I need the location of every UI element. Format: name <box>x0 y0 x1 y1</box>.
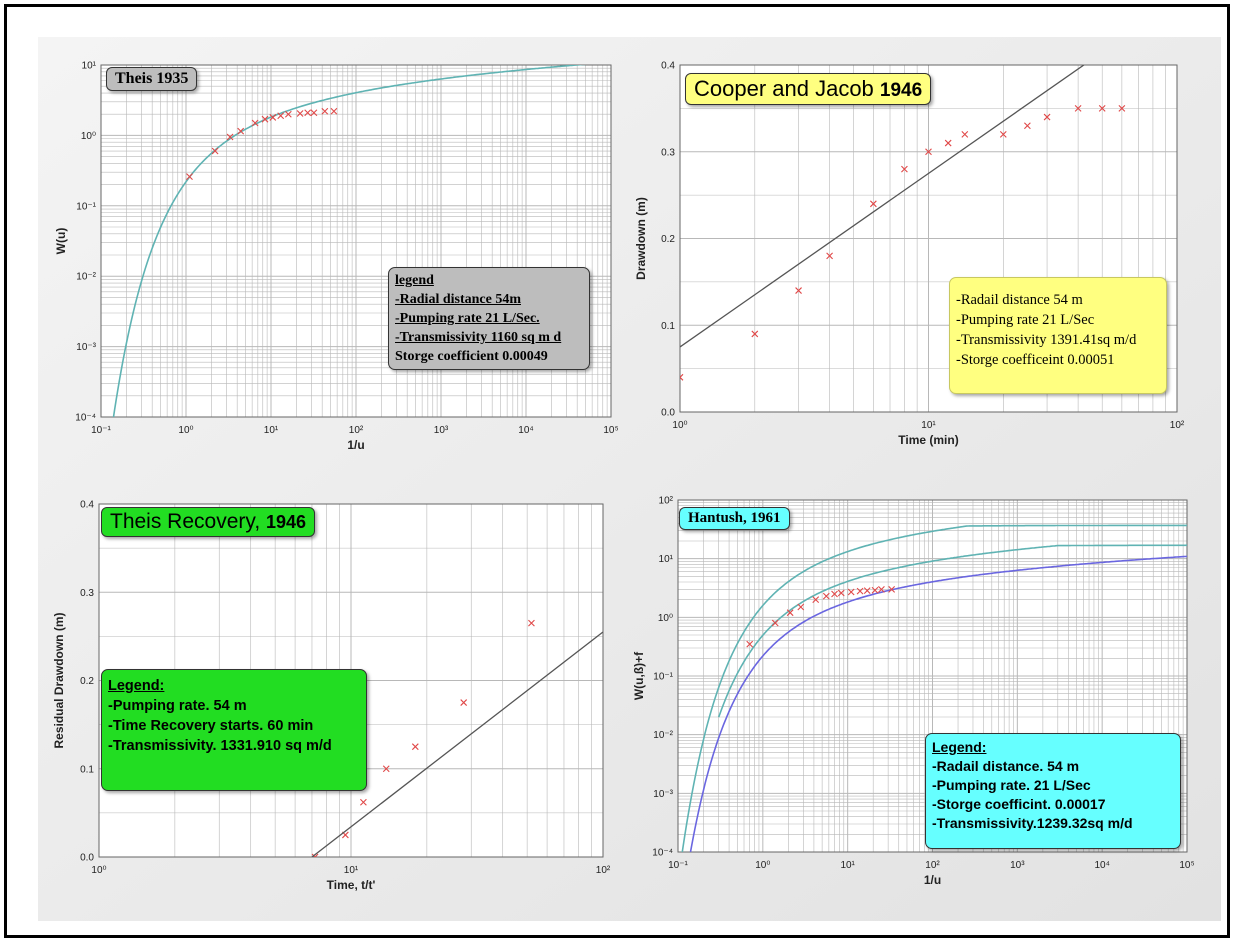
recovery-legend-heading: Legend: <box>108 676 360 696</box>
cooper-title: Cooper and Jacob 1946 <box>685 73 931 105</box>
hantush-legend-line-3: -Storge coefficint. 0.00017 <box>932 795 1174 814</box>
theis-x-axis-label: 1/u <box>347 438 364 452</box>
cooper-x-tick-label: 10¹ <box>921 420 936 431</box>
hantush-legend-line-2: -Pumping rate. 21 L/Sec <box>932 776 1174 795</box>
cooper-legend-line-1: -Radail distance 54 m <box>956 290 1160 310</box>
theis-legend-line-4: Storge coefficient 0.00049 <box>395 347 583 366</box>
hantush-x-tick-label: 10⁰ <box>755 860 770 871</box>
recovery-x-tick-label: 10⁰ <box>91 865 106 876</box>
hantush-legend-line-4: -Transmissivity.1239.32sq m/d <box>932 814 1174 833</box>
theis-legend-heading: legend <box>395 271 583 290</box>
recovery-x-tick-label: 10² <box>596 865 611 876</box>
cooper-legend-line-4: -Storge coefficeint 0.00051 <box>956 350 1160 370</box>
theis-y-tick-label: 10⁻⁴ <box>75 413 96 424</box>
hantush-y-tick-label: 10⁰ <box>658 613 673 624</box>
cooper-y-tick-label: 0.2 <box>661 234 675 245</box>
hantush-legend: Legend: -Radail distance. 54 m -Pumping … <box>925 733 1181 849</box>
recovery-y-tick-label: 0.1 <box>80 764 94 775</box>
recovery-x-tick-label: 10¹ <box>344 865 359 876</box>
cooper-x-tick-label: 10⁰ <box>672 420 687 431</box>
hantush-y-tick-label: 10⁻⁴ <box>652 848 673 859</box>
cooper-legend-line-2: -Pumping rate 21 L/Sec <box>956 310 1160 330</box>
recovery-title-year: 1946 <box>266 512 306 532</box>
theis-x-tick-label: 10³ <box>434 425 449 436</box>
cooper-title-year: 1946 <box>880 80 922 101</box>
cooper-title-text: Cooper and Jacob <box>694 76 874 101</box>
hantush-x-tick-label: 10⁴ <box>1094 860 1109 871</box>
hantush-y-tick-label: 10⁻² <box>653 730 673 741</box>
theis-y-axis-label: W(u) <box>54 228 68 255</box>
theis-title-text: Theis 1935 <box>115 70 188 87</box>
cooper-y-tick-label: 0.0 <box>661 408 675 419</box>
hantush-x-tick-label: 10⁵ <box>1179 860 1194 871</box>
recovery-y-tick-label: 0.3 <box>80 588 94 599</box>
recovery-legend: Legend: -Pumping rate. 54 m -Time Recove… <box>101 669 367 791</box>
recovery-legend-line-1: -Pumping rate. 54 m <box>108 696 360 716</box>
theis-y-tick-label: 10⁻² <box>76 272 96 283</box>
recovery-x-axis-label: Time, t/t' <box>327 878 376 892</box>
hantush-title-text: Hantush, 1961 <box>688 510 781 526</box>
theis-legend-line-1: -Radial distance 54m <box>395 290 583 309</box>
theis-legend-line-2: -Pumping rate 21 L/Sec. <box>395 309 583 328</box>
theis-x-tick-label: 10¹ <box>264 425 279 436</box>
theis-y-tick-label: 10⁻¹ <box>76 201 96 212</box>
recovery-legend-line-3: -Transmissivity. 1331.910 sq m/d <box>108 736 360 756</box>
theis-x-tick-label: 10⁴ <box>518 425 533 436</box>
hantush-y-tick-label: 10⁻³ <box>653 789 673 800</box>
recovery-y-tick-label: 0.0 <box>80 853 94 864</box>
theis-legend: legend -Radial distance 54m -Pumping rat… <box>388 267 590 370</box>
hantush-legend-line-1: -Radail distance. 54 m <box>932 757 1174 776</box>
theis-y-tick-label: 10⁰ <box>81 131 96 142</box>
hantush-y-tick-label: 10⁻¹ <box>653 672 673 683</box>
theis-x-tick-label: 10⁰ <box>178 425 193 436</box>
hantush-y-axis-label: W(u,ß)+f <box>632 651 646 700</box>
theis-x-tick-label: 10⁵ <box>603 425 618 436</box>
recovery-title: Theis Recovery, 1946 <box>101 507 315 537</box>
cooper-x-axis-label: Time (min) <box>898 433 958 447</box>
theis-legend-line-3: -Transmissivity 1160 sq m d <box>395 328 583 347</box>
cooper-y-tick-label: 0.1 <box>661 321 675 332</box>
recovery-title-text: Theis Recovery <box>110 510 254 533</box>
hantush-x-tick-label: 10⁻¹ <box>668 860 688 871</box>
hantush-y-tick-label: 10² <box>659 496 674 507</box>
figure-frame: 10⁻¹ 10⁰ 10¹ 10² 10³ 10⁴ 10⁵ 10⁻⁴ 10⁻³ 10⁻² 10⁻¹ 10… <box>4 4 1230 938</box>
recovery-y-tick-label: 0.4 <box>80 500 94 511</box>
cooper-legend: -Radail distance 54 m -Pumping rate 21 L… <box>949 277 1167 394</box>
cooper-x-tick-label: 10² <box>1170 420 1185 431</box>
cooper-y-axis-label: Drawdown (m) <box>634 197 648 280</box>
hantush-x-tick-label: 10³ <box>1010 860 1025 871</box>
hantush-title: Hantush, 1961 <box>679 507 790 530</box>
hantush-y-tick-label: 10¹ <box>659 554 674 565</box>
hantush-x-tick-label: 10² <box>925 860 940 871</box>
hantush-x-axis-label: 1/u <box>924 873 941 887</box>
hantush-x-tick-label: 10¹ <box>840 860 855 871</box>
theis-y-tick-label: 10⁻³ <box>76 342 96 353</box>
theis-y-tick-label: 10¹ <box>82 61 97 72</box>
hantush-legend-heading: Legend: <box>932 738 1174 757</box>
recovery-y-tick-label: 0.2 <box>80 676 94 687</box>
recovery-y-axis-label: Residual Drawdown (m) <box>52 612 66 748</box>
recovery-legend-line-2: -Time Recovery starts. 60 min <box>108 716 360 736</box>
cooper-legend-line-3: -Transmissivity 1391.41sq m/d <box>956 330 1160 350</box>
cooper-y-tick-label: 0.4 <box>661 61 675 72</box>
cooper-y-tick-label: 0.3 <box>661 147 675 158</box>
theis-x-tick-label: 10² <box>349 425 364 436</box>
theis-title: Theis 1935 <box>106 67 197 91</box>
theis-x-tick-label: 10⁻¹ <box>91 425 111 436</box>
